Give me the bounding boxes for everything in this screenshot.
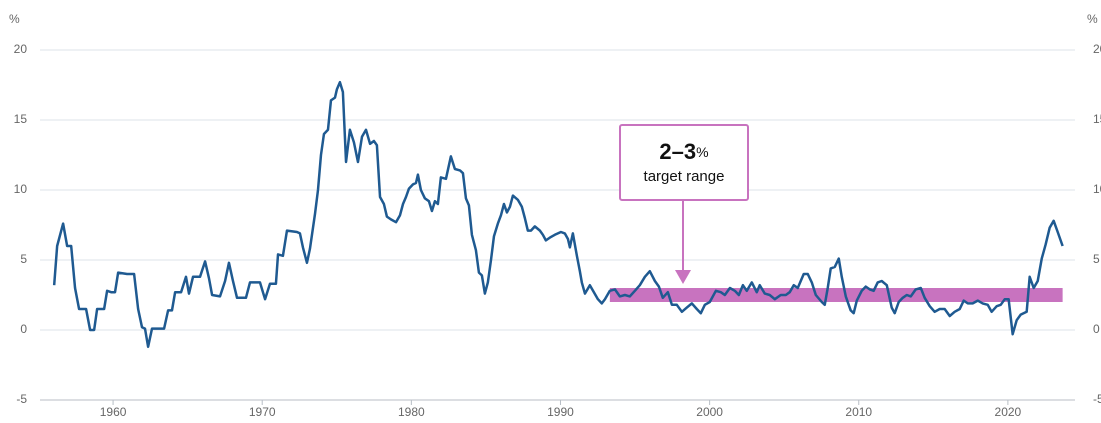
annotation-title: 2–3% xyxy=(659,139,708,164)
x-tick-label: 1970 xyxy=(249,405,276,419)
y2-tick-label: 5 xyxy=(1093,252,1100,266)
y-tick-label: 10 xyxy=(14,182,28,196)
band-layer xyxy=(609,288,1063,302)
y-tick-label: 0 xyxy=(20,322,27,336)
x-tick-label: 2010 xyxy=(845,405,872,419)
x-tick-label: 2020 xyxy=(995,405,1022,419)
y-axis-label: % xyxy=(9,12,20,26)
y2-tick-label: -5 xyxy=(1093,392,1101,406)
annotation-box xyxy=(619,124,749,201)
y2-tick-label: 15 xyxy=(1093,112,1101,126)
annotation-unit: % xyxy=(696,144,708,160)
y2-tick-label: 20 xyxy=(1093,42,1101,56)
y2-tick-label: 0 xyxy=(1093,322,1100,336)
x-tick-label: 1980 xyxy=(398,405,425,419)
grid: -5 0 5 10 15 20 -5 0 5 10 15 20 1960 1970 1980 1990 2000… xyxy=(14,42,1101,419)
y-tick-label: 5 xyxy=(20,252,27,266)
y-tick-label: 20 xyxy=(14,42,28,56)
y2-tick-label: 10 xyxy=(1093,182,1101,196)
x-tick-label: 2000 xyxy=(696,405,723,419)
annotation-text: target range xyxy=(644,168,725,185)
x-tick-label: 1960 xyxy=(100,405,127,419)
y-tick-label: -5 xyxy=(16,392,27,406)
line-layer xyxy=(52,80,1064,349)
y-tick-label: 15 xyxy=(14,112,28,126)
annotation-arrowhead xyxy=(675,270,691,284)
target-band xyxy=(609,288,1063,302)
annotation-value: 2–3 xyxy=(659,139,696,164)
annotation: 2–3% target range xyxy=(619,124,749,284)
x-tick-label: 1990 xyxy=(547,405,574,419)
y2-axis-label: % xyxy=(1087,12,1098,26)
inflation-line xyxy=(52,80,1064,349)
